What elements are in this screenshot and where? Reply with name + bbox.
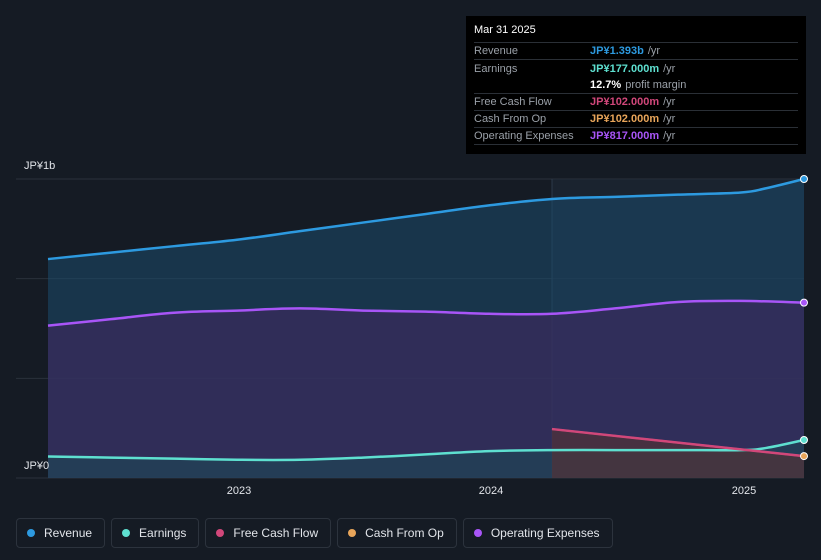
x-tick-label-2025: 2025 bbox=[731, 485, 757, 497]
tooltip-unit: /yr bbox=[663, 62, 676, 75]
tooltip-label: Revenue bbox=[474, 45, 519, 57]
legend-item-operating-expenses[interactable]: Operating Expenses bbox=[462, 518, 613, 548]
tooltip-unit: profit margin bbox=[625, 79, 687, 91]
legend-dot-icon bbox=[473, 529, 482, 537]
tooltip-value: 12.7% bbox=[590, 79, 622, 91]
tooltip-row-operating-expenses: Operating Expenses JP¥817.000m /yr bbox=[474, 128, 798, 145]
legend-label: Free Cash Flow bbox=[233, 526, 319, 540]
tooltip-label: Earnings bbox=[474, 62, 518, 75]
line-earnings bbox=[47, 438, 805, 462]
legend-item-cash-from-op[interactable]: Cash From Op bbox=[337, 518, 457, 548]
tooltip-row-free-cash-flow: Free Cash Flow JP¥102.000m /yr bbox=[474, 94, 798, 111]
tooltip-value: JP¥102.000m bbox=[590, 113, 660, 125]
legend-label: Earnings bbox=[139, 526, 187, 540]
legend-dot-icon bbox=[216, 529, 225, 537]
tooltip-unit: /yr bbox=[647, 45, 661, 57]
line-operating-expenses bbox=[47, 299, 805, 327]
y-tick-label-zero: JP¥0 bbox=[24, 460, 50, 472]
line-revenue bbox=[47, 177, 805, 261]
legend-label: Operating Expenses bbox=[490, 526, 600, 540]
line-free-cash-flow bbox=[551, 427, 805, 458]
tooltip-value: JP¥1.393b bbox=[590, 45, 644, 57]
legend-item-earnings[interactable]: Earnings bbox=[111, 518, 200, 548]
area-cash-from-op bbox=[552, 429, 804, 478]
tooltip-label: Cash From Op bbox=[474, 113, 547, 125]
chart-canvas bbox=[16, 175, 808, 479]
x-tick-label-2024: 2024 bbox=[478, 485, 504, 497]
chart-legend: Revenue Earnings Free Cash Flow Cash Fro… bbox=[16, 518, 613, 548]
y-tick-label-top: JP¥1b bbox=[24, 160, 56, 172]
tooltip-label: Operating Expenses bbox=[474, 130, 574, 142]
legend-item-revenue[interactable]: Revenue bbox=[16, 518, 106, 548]
tooltip-unit: /yr bbox=[663, 130, 676, 142]
tooltip-row-cash-from-op: Cash From Op JP¥102.000m /yr bbox=[474, 111, 798, 128]
tooltip-row-earnings: Earnings JP¥177.000m /yr bbox=[474, 60, 798, 77]
legend-dot-icon bbox=[27, 529, 35, 537]
end-marker-revenue bbox=[800, 175, 808, 183]
legend-dot-icon bbox=[348, 529, 357, 537]
tooltip-row-profit-margin: 12.7% profit margin bbox=[474, 77, 798, 94]
end-marker-cash-from-op bbox=[800, 452, 808, 461]
tooltip-unit: /yr bbox=[663, 113, 676, 125]
data-tooltip: Mar 31 2025 Revenue JP¥1.393b /yr Earnin… bbox=[466, 16, 806, 154]
tooltip-date: Mar 31 2025 bbox=[474, 24, 798, 43]
tooltip-label: Free Cash Flow bbox=[474, 96, 552, 108]
x-tick-label-2023: 2023 bbox=[226, 485, 252, 497]
tooltip-value: JP¥817.000m bbox=[590, 130, 660, 142]
legend-label: Revenue bbox=[44, 526, 93, 540]
area-operating-expenses bbox=[48, 300, 804, 478]
legend-label: Cash From Op bbox=[365, 526, 444, 540]
tooltip-unit: /yr bbox=[663, 96, 676, 108]
area-free-cash-flow bbox=[552, 429, 804, 478]
legend-dot-icon bbox=[122, 529, 131, 537]
legend-item-free-cash-flow[interactable]: Free Cash Flow bbox=[205, 518, 332, 548]
tooltip-value: JP¥177.000m bbox=[590, 62, 660, 75]
tooltip-value: JP¥102.000m bbox=[590, 96, 660, 108]
end-marker-operating-expenses bbox=[800, 298, 808, 307]
tooltip-row-revenue: Revenue JP¥1.393b /yr bbox=[474, 43, 798, 60]
end-marker-earnings bbox=[800, 436, 808, 445]
